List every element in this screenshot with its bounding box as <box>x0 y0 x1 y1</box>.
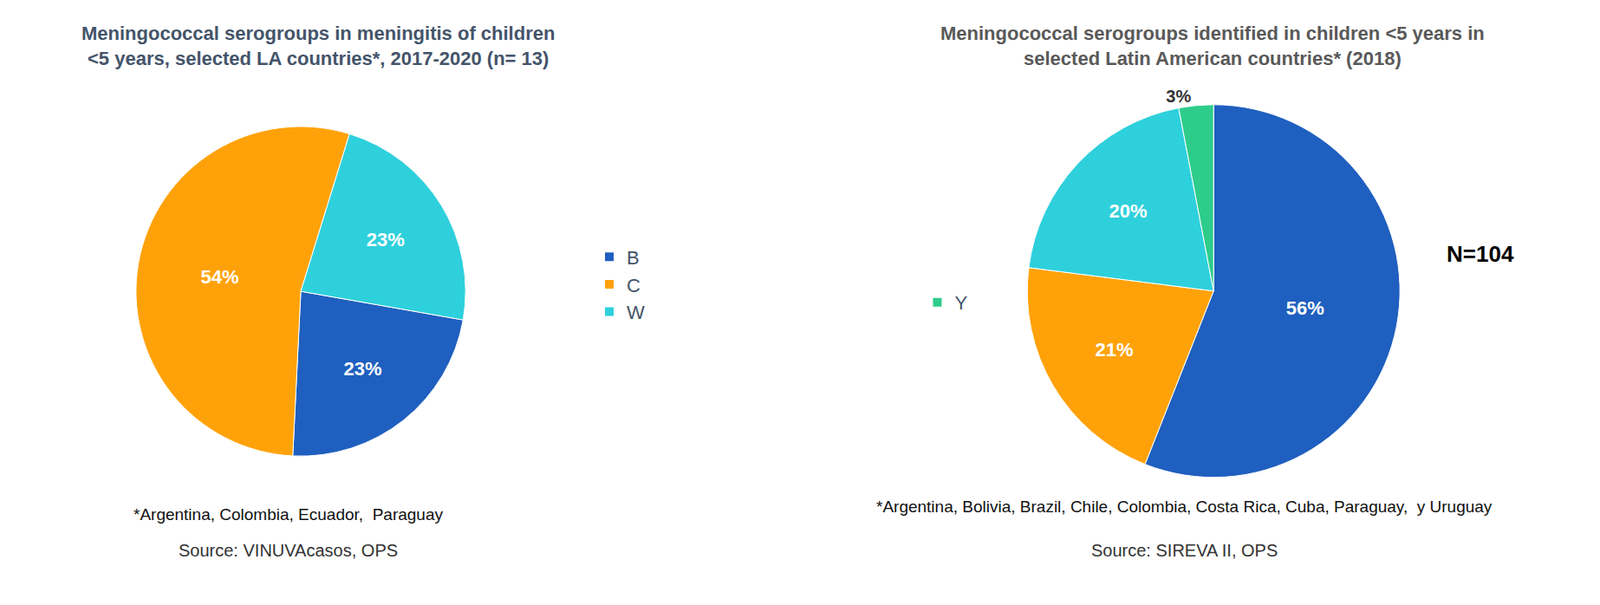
svg-text:23%: 23% <box>366 228 405 251</box>
svg-text:23%: 23% <box>343 357 382 380</box>
svg-text:54%: 54% <box>200 266 239 288</box>
svg-text:Meningococcal serogroups in me: Meningococcal serogroups in meningitis o… <box>81 22 555 70</box>
svg-text:W: W <box>626 301 645 324</box>
svg-text:Source: SIREVA II, OPS: Source: SIREVA II, OPS <box>1091 540 1278 560</box>
svg-text:*Argentina, Bolivia, Brazil, C: *Argentina, Bolivia, Brazil, Chile, Colo… <box>876 497 1493 516</box>
svg-text:N=104: N=104 <box>1446 240 1515 267</box>
svg-text:*Argentina, Colombia, Ecuador,: *Argentina, Colombia, Ecuador, Paraguay <box>133 505 443 524</box>
svg-text:21%: 21% <box>1094 338 1133 361</box>
svg-text:Y: Y <box>954 292 968 314</box>
svg-text:C: C <box>626 274 641 297</box>
svg-text:56%: 56% <box>1286 297 1325 319</box>
svg-text:3%: 3% <box>1165 86 1191 106</box>
svg-text:20%: 20% <box>1108 200 1147 222</box>
svg-text:Source: VINUVAcasos, OPS: Source: VINUVAcasos, OPS <box>178 540 398 560</box>
svg-text:Meningococcal serogroups ident: Meningococcal serogroups identified in c… <box>940 22 1485 70</box>
svg-text:B: B <box>626 247 640 269</box>
